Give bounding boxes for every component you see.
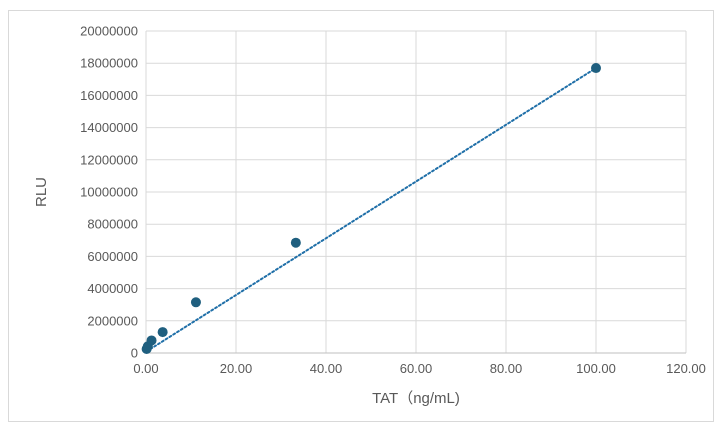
data-point [190, 297, 201, 308]
y-tick-label: 20000000 [80, 24, 138, 39]
x-tick-label: 120.00 [666, 361, 706, 376]
data-point [290, 237, 301, 248]
x-tick-label: 100.00 [576, 361, 616, 376]
x-tick-label: 0.00 [133, 361, 158, 376]
x-tick-labels: 0.00 20.00 40.00 60.00 80.00 100.00 120.00 [133, 361, 706, 376]
x-tick-label: 40.00 [310, 361, 343, 376]
y-tick-label: 12000000 [80, 152, 138, 167]
data-point [157, 327, 168, 338]
y-tick-label: 18000000 [80, 56, 138, 71]
y-axis-title: RLU [33, 177, 50, 207]
y-tick-label: 10000000 [80, 185, 138, 200]
x-tick-label: 60.00 [400, 361, 433, 376]
y-tick-labels: 0 2000000 4000000 6000000 8000000 10000000 120… [80, 24, 138, 361]
y-tick-label: 2000000 [87, 313, 138, 328]
y-tick-label: 14000000 [80, 120, 138, 135]
y-tick-label: 4000000 [87, 281, 138, 296]
y-tick-label: 8000000 [87, 217, 138, 232]
y-tick-label: 0 [131, 346, 138, 361]
x-tick-label: 80.00 [490, 361, 523, 376]
trendline-group [145, 67, 597, 353]
y-tick-label: 16000000 [80, 88, 138, 103]
x-axis-title: TAT（ng/mL) [372, 390, 460, 407]
data-point [146, 335, 157, 346]
y-tick-label: 6000000 [87, 249, 138, 264]
horizontal-gridlines [146, 30, 686, 354]
x-tick-label: 20.00 [220, 361, 253, 376]
data-points [141, 63, 601, 354]
trendline [145, 67, 597, 353]
data-point [591, 63, 601, 74]
